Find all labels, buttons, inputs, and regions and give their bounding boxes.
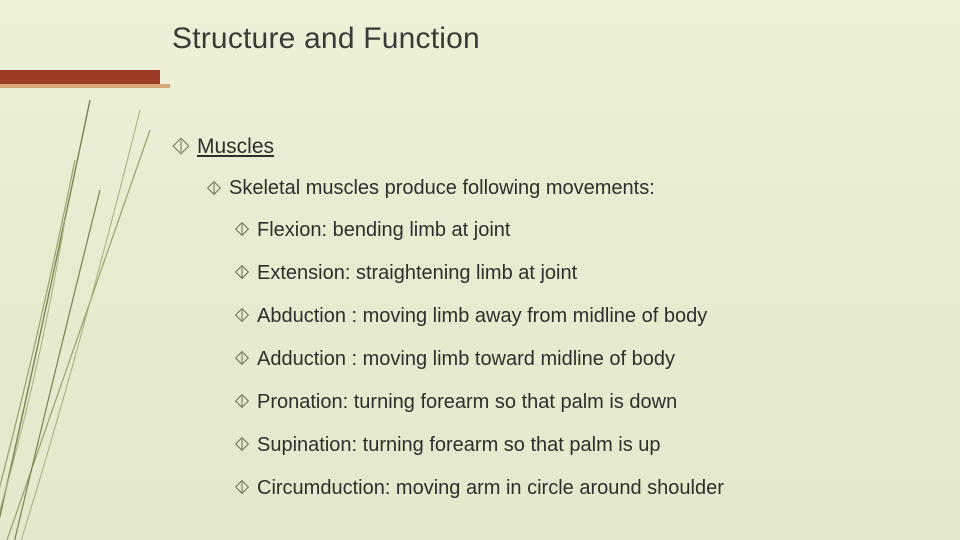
level1-text: Muscles [197,135,274,159]
diamond-bullet-icon [235,308,249,322]
list-item: Pronation: turning forearm so that palm … [237,390,900,415]
level3-text: Adduction : moving limb toward midline o… [257,347,675,372]
diamond-bullet-icon [207,181,221,195]
list-item: Flexion: bending limb at joint [237,218,900,243]
diamond-bullet-icon [235,437,249,451]
list-item: Circumduction: moving arm in circle arou… [237,476,900,501]
title-accent-bar [0,70,160,84]
content-outline: Muscles Skeletal muscles produce followi… [175,135,900,519]
list-item: Skeletal muscles produce following movem… [209,177,900,200]
decorative-blades [0,40,200,540]
level3-text: Extension: straightening limb at joint [257,261,577,286]
list-item: Extension: straightening limb at joint [237,261,900,286]
list-item: Abduction : moving limb away from midlin… [237,304,900,329]
diamond-bullet-icon [235,351,249,365]
level3-text: Abduction : moving limb away from midlin… [257,304,707,329]
level3-text: Flexion: bending limb at joint [257,218,510,243]
diamond-bullet-icon [235,265,249,279]
level3-text: Pronation: turning forearm so that palm … [257,390,677,415]
level2-text: Skeletal muscles produce following movem… [229,177,655,200]
list-item: Adduction : moving limb toward midline o… [237,347,900,372]
diamond-bullet-icon [173,138,190,155]
slide-title: Structure and Function [172,22,480,56]
diamond-bullet-icon [235,222,249,236]
level3-text: Supination: turning forearm so that palm… [257,433,661,458]
list-item: Muscles [175,135,900,159]
title-accent-bar-light [0,84,170,88]
diamond-bullet-icon [235,480,249,494]
list-item: Supination: turning forearm so that palm… [237,433,900,458]
diamond-bullet-icon [235,394,249,408]
level3-text: Circumduction: moving arm in circle arou… [257,476,724,501]
